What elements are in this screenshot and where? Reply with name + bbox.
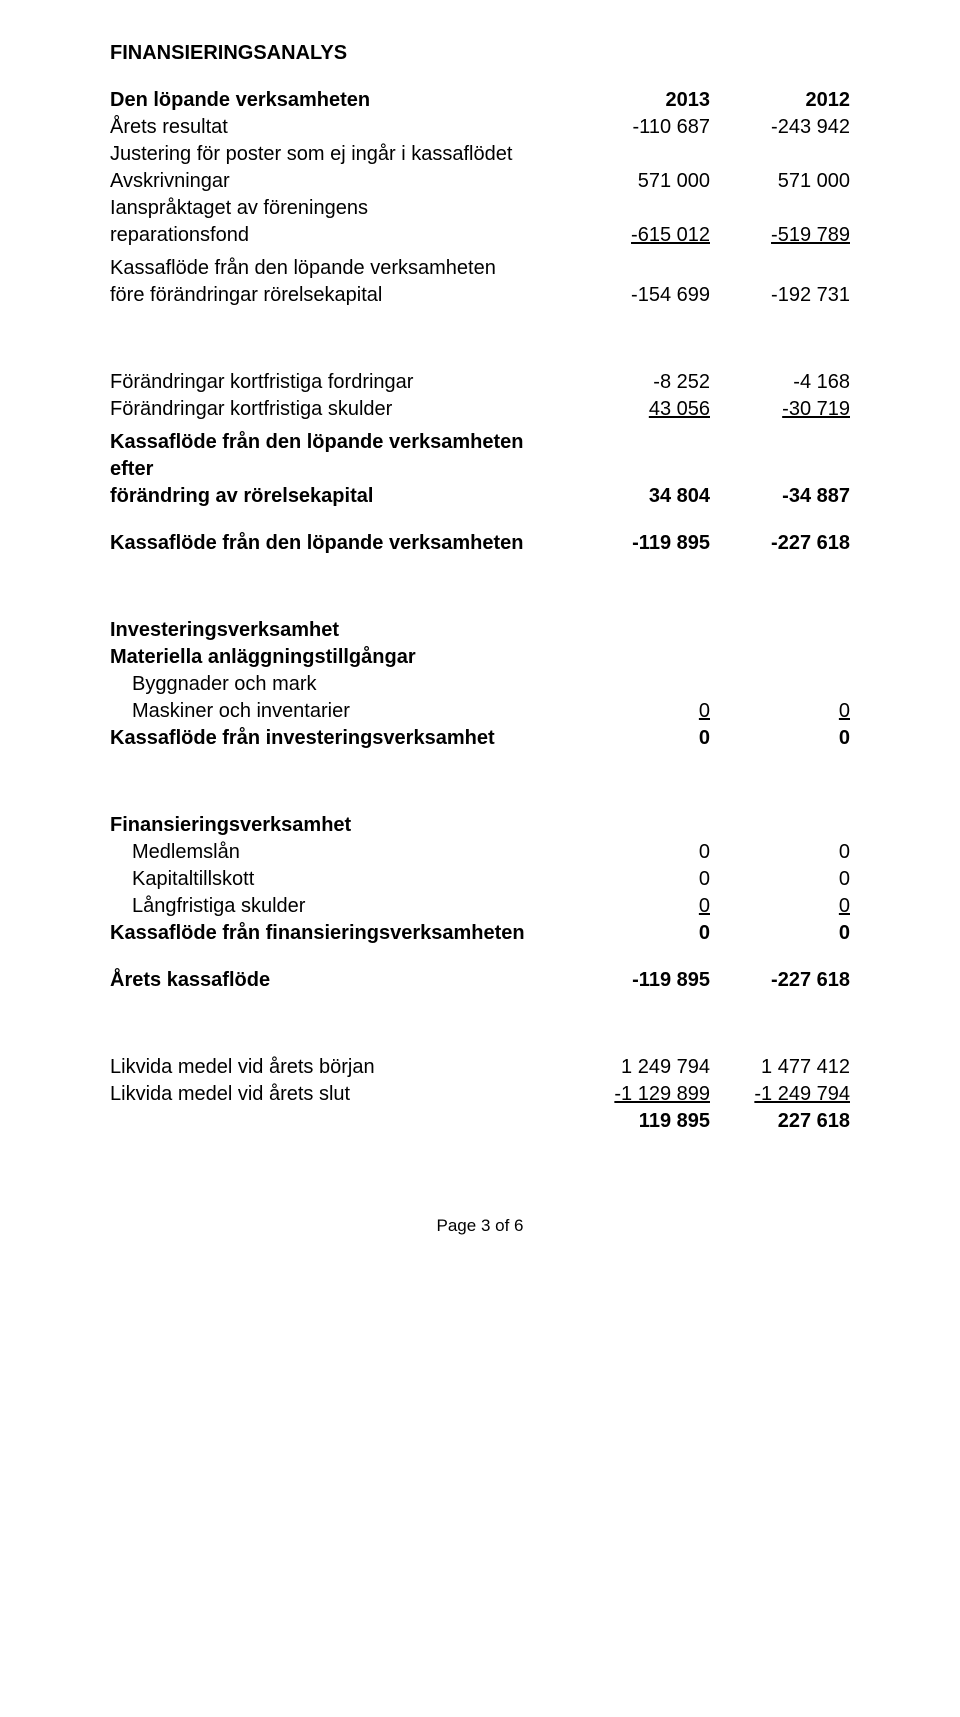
table-row: Ianspråktaget av föreningens [110, 195, 850, 222]
table-row: Maskiner och inventarier 0 0 [110, 698, 850, 725]
row-value: 0 [570, 839, 710, 866]
row-value: 0 [570, 698, 710, 725]
row-value: 43 056 [570, 396, 710, 423]
table-row: före förändringar rörelsekapital -154 69… [110, 282, 850, 309]
year-col-1: 2013 [570, 87, 710, 114]
row-value: 34 804 [570, 483, 710, 510]
table-row: Årets resultat -110 687 -243 942 [110, 114, 850, 141]
section3-heading: Investeringsverksamhet [110, 617, 570, 644]
row-value: -1 249 794 [710, 1081, 850, 1108]
table-row: Likvida medel vid årets början 1 249 794… [110, 1054, 850, 1081]
row-label: Kassaflöde från finansieringsverksamhete… [110, 920, 570, 947]
row-label: Maskiner och inventarier [110, 698, 570, 725]
row-value: -4 168 [710, 369, 850, 396]
row-value: 1 249 794 [570, 1054, 710, 1081]
table-row: Kassaflöde från den löpande verksamheten… [110, 530, 850, 557]
row-label: Kassaflöde från investeringsverksamhet [110, 725, 570, 752]
row-label: Justering för poster som ej ingår i kass… [110, 141, 570, 168]
table-row: Förändringar kortfristiga fordringar -8 … [110, 369, 850, 396]
table-row: Byggnader och mark [110, 671, 850, 698]
row-value: 0 [570, 920, 710, 947]
row-value: 0 [710, 920, 850, 947]
row-label: Likvida medel vid årets början [110, 1054, 570, 1081]
row-value: -615 012 [570, 222, 710, 249]
year-col-2: 2012 [710, 87, 850, 114]
row-value: 0 [710, 698, 850, 725]
table-row: Årets kassaflöde -119 895 -227 618 [110, 967, 850, 994]
section3-heading-row: Investeringsverksamhet [110, 617, 850, 644]
table-row: Justering för poster som ej ingår i kass… [110, 141, 850, 168]
row-value: -119 895 [570, 530, 710, 557]
row-value: 0 [710, 839, 850, 866]
row-value: 0 [570, 725, 710, 752]
row-label: Årets kassaflöde [110, 967, 570, 994]
table-row: Långfristiga skulder 0 0 [110, 893, 850, 920]
row-label: Kassaflöde från den löpande verksamheten [110, 255, 570, 282]
row-value: 227 618 [710, 1108, 850, 1135]
table-row: Kassaflöde från finansieringsverksamhete… [110, 920, 850, 947]
table-row: 119 895 227 618 [110, 1108, 850, 1135]
row-value: -1 129 899 [570, 1081, 710, 1108]
table-row: Avskrivningar 571 000 571 000 [110, 168, 850, 195]
row-value: 119 895 [570, 1108, 710, 1135]
table-row: Kassaflöde från den löpande verksamheten [110, 255, 850, 282]
row-label: Förändringar kortfristiga skulder [110, 396, 570, 423]
table-row: Kassaflöde från investeringsverksamhet 0… [110, 725, 850, 752]
section4-heading: Finansieringsverksamhet [110, 812, 570, 839]
row-label: Kapitaltillskott [110, 866, 570, 893]
row-value: 571 000 [570, 168, 710, 195]
row-value: 0 [710, 893, 850, 920]
row-value: -154 699 [570, 282, 710, 309]
row-label: Kassaflöde från den löpande verksamheten… [110, 429, 571, 483]
row-label: Förändringar kortfristiga fordringar [110, 369, 570, 396]
row-value: -192 731 [710, 282, 850, 309]
row-label: reparationsfond [110, 222, 570, 249]
row-value: -119 895 [570, 967, 710, 994]
row-value: 0 [570, 893, 710, 920]
row-value: -243 942 [710, 114, 850, 141]
row-label: Likvida medel vid årets slut [110, 1081, 570, 1108]
table-row: reparationsfond -615 012 -519 789 [110, 222, 850, 249]
row-label: Medlemslån [110, 839, 570, 866]
page-title: FINANSIERINGSANALYS [110, 40, 850, 67]
row-value: -30 719 [710, 396, 850, 423]
row-label: Årets resultat [110, 114, 570, 141]
row-value: -34 887 [710, 483, 850, 510]
row-label: Ianspråktaget av föreningens [110, 195, 570, 222]
page-footer: Page 3 of 6 [110, 1215, 850, 1238]
row-value: -110 687 [570, 114, 710, 141]
row-label: Byggnader och mark [110, 671, 570, 698]
row-value: 571 000 [710, 168, 850, 195]
row-value: 0 [710, 725, 850, 752]
table-row: Medlemslån 0 0 [110, 839, 850, 866]
row-label: Långfristiga skulder [110, 893, 570, 920]
document-page: FINANSIERINGSANALYS Den löpande verksamh… [0, 0, 960, 1278]
table-row: Likvida medel vid årets slut -1 129 899 … [110, 1081, 850, 1108]
table-row: Förändringar kortfristiga skulder 43 056… [110, 396, 850, 423]
section4-heading-row: Finansieringsverksamhet [110, 812, 850, 839]
row-value: -519 789 [710, 222, 850, 249]
row-value: 0 [710, 866, 850, 893]
row-value: 1 477 412 [710, 1054, 850, 1081]
table-row: Kassaflöde från den löpande verksamheten… [110, 429, 850, 483]
row-label: Kassaflöde från den löpande verksamheten [110, 530, 570, 557]
row-label: Avskrivningar [110, 168, 570, 195]
row-label: Materiella anläggningstillgångar [110, 644, 570, 671]
row-value: 0 [570, 866, 710, 893]
table-row: Kapitaltillskott 0 0 [110, 866, 850, 893]
row-label: förändring av rörelsekapital [110, 483, 570, 510]
row-label: före förändringar rörelsekapital [110, 282, 570, 309]
section1-header-row: Den löpande verksamheten 2013 2012 [110, 87, 850, 114]
section1-heading: Den löpande verksamheten [110, 87, 570, 114]
table-row: Materiella anläggningstillgångar [110, 644, 850, 671]
table-row: förändring av rörelsekapital 34 804 -34 … [110, 483, 850, 510]
row-value: -8 252 [570, 369, 710, 396]
row-value: -227 618 [710, 530, 850, 557]
row-value: -227 618 [710, 967, 850, 994]
